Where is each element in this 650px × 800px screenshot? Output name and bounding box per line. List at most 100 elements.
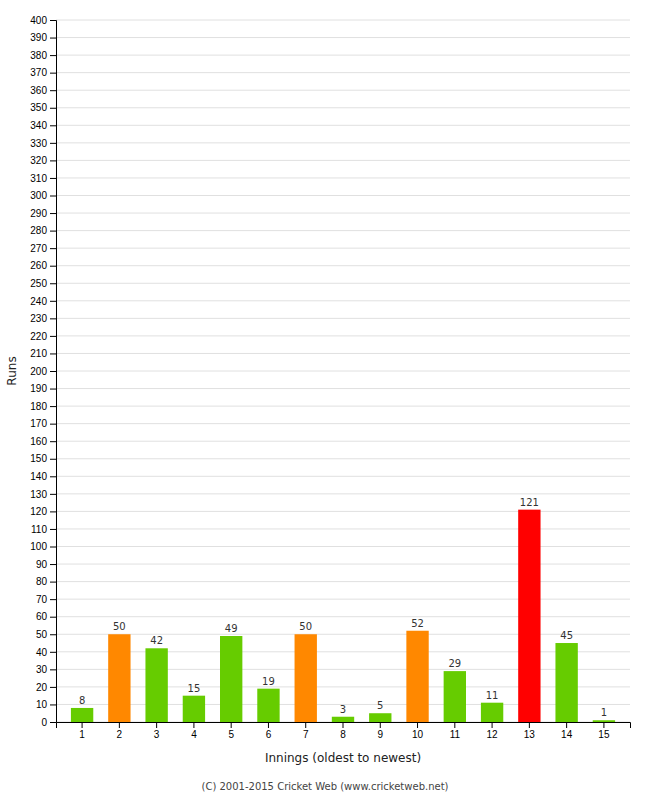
grid-line [56,107,630,108]
y-tick: 220 [30,331,56,342]
tick-mark [50,160,56,161]
grid-line [56,20,630,21]
x-axis-title: Innings (oldest to newest) [265,751,421,765]
y-tick: 300 [30,190,56,201]
tick-mark [50,704,56,705]
tick-mark [50,511,56,512]
x-tick: 1 [79,722,85,740]
bar [108,634,130,722]
tick-mark [50,722,56,723]
tick-label: 250 [30,278,47,289]
tick-mark [50,371,56,372]
tick-label: 12 [487,729,499,740]
bar [481,703,503,722]
y-tick: 60 [36,611,56,622]
data-label: 50 [299,621,312,632]
y-tick: 350 [30,102,56,113]
x-tick: 14 [561,722,573,740]
data-label: 50 [113,621,126,632]
y-tick: 210 [30,348,56,359]
bars [71,510,615,722]
tick-label: 70 [36,594,48,605]
grid-line [56,669,630,670]
y-tick: 270 [30,243,56,254]
y-tick: 40 [36,647,56,658]
grid-line [56,493,630,494]
grid-line [56,651,630,652]
tick-mark [50,353,56,354]
tick-label: 310 [30,173,47,184]
bar [593,720,615,722]
tick-mark [50,38,56,39]
tick-label: 110 [31,524,47,535]
y-tick: 100 [30,541,56,552]
tick-mark [50,20,56,21]
tick-label: 100 [30,541,47,552]
bar [518,510,540,722]
x-tick: 15 [598,722,610,740]
y-axis-title: Runs [5,356,19,385]
grid-line [56,511,630,512]
tick-mark [529,722,530,728]
x-tick: 8 [340,722,346,740]
tick-mark [50,55,56,56]
bar [295,634,317,722]
tick-mark [50,336,56,337]
grid [56,20,630,722]
data-label: 29 [448,658,461,669]
tick-mark [50,669,56,670]
tick-label: 220 [30,331,47,342]
bar [183,696,205,722]
tick-label: 4 [191,729,197,740]
x-tick: 4 [191,722,197,740]
tick-label: 40 [36,647,48,658]
bar [332,717,354,722]
tick-mark [50,617,56,618]
grid-line [56,90,630,91]
tick-label: 3 [154,729,160,740]
tick-label: 300 [30,190,47,201]
tick-label: 280 [30,225,47,236]
tick-mark [268,722,269,728]
tick-mark [82,722,83,728]
tick-mark [50,599,56,600]
annotation: (C) 2001-2015 Cricket Web (www.cricketwe… [202,781,449,792]
data-label: 42 [150,635,163,646]
tick-label: 5 [228,729,234,740]
x-tick: 7 [303,722,309,740]
tick-label: 240 [30,296,47,307]
y-tick: 400 [30,15,56,26]
tick-mark [50,564,56,565]
tick-label: 30 [36,664,48,675]
tick-mark [50,687,56,688]
y-tick: 80 [36,576,56,587]
grid-line [56,213,630,214]
tick-label: 13 [524,729,536,740]
bar [555,643,577,722]
tick-label: 150 [30,453,47,464]
tick-label: 10 [412,729,424,740]
x-tick: 9 [377,722,383,740]
tick-label: 14 [561,729,573,740]
tick-label: 230 [30,313,47,324]
tick-label: 180 [30,401,47,412]
bar [220,636,242,722]
data-label: 49 [225,623,238,634]
tick-mark [50,248,56,249]
y-tick: 160 [30,436,56,447]
grid-line [56,353,630,354]
tick-mark [50,108,56,109]
grid-line [56,125,630,126]
y-tick: 290 [30,208,56,219]
tick-mark [50,529,56,530]
y-tick: 360 [30,85,56,96]
data-label: 3 [340,704,346,715]
x-tick: 13 [524,722,536,740]
tick-mark [50,283,56,284]
y-tick: 50 [36,629,56,640]
tick-mark [50,389,56,390]
y-tick: 140 [30,471,56,482]
tick-label: 210 [30,348,47,359]
tick-label: 60 [36,611,48,622]
grid-line [56,634,630,635]
